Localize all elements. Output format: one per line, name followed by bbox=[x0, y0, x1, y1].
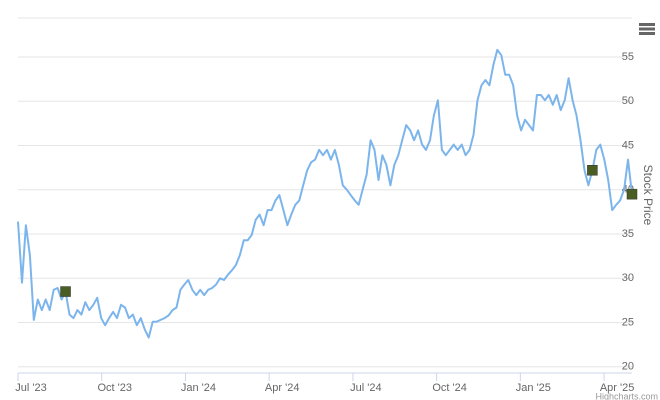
x-tick-label: Jan '24 bbox=[181, 382, 216, 394]
x-tick-label: Apr '24 bbox=[265, 382, 300, 394]
credits: Highcharts.com bbox=[595, 391, 658, 400]
price-line bbox=[17, 48, 633, 339]
y-axis-title: Stock Price bbox=[641, 165, 655, 226]
y-tick-label: 35 bbox=[622, 228, 634, 240]
x-tick-label: Jul '24 bbox=[350, 382, 381, 394]
menu-button[interactable] bbox=[636, 18, 658, 40]
y-tick-label: 25 bbox=[622, 316, 634, 328]
x-tick-label: Jan '25 bbox=[516, 382, 551, 394]
y-tick-label: 30 bbox=[622, 272, 634, 284]
y-tick-label: 45 bbox=[622, 139, 634, 151]
y-tick-label: 20 bbox=[622, 361, 634, 373]
marker bbox=[60, 286, 71, 297]
x-tick-label: Apr '25 bbox=[600, 382, 635, 394]
y-tick-label: 55 bbox=[622, 51, 634, 63]
x-tick-label: Oct '23 bbox=[97, 382, 132, 394]
x-tick-label: Oct '24 bbox=[432, 382, 467, 394]
x-tick-label: Jul '23 bbox=[15, 382, 46, 394]
marker bbox=[587, 165, 598, 176]
marker bbox=[626, 188, 638, 200]
y-tick-label: 50 bbox=[622, 95, 634, 107]
menu-icon[interactable] bbox=[639, 23, 655, 35]
